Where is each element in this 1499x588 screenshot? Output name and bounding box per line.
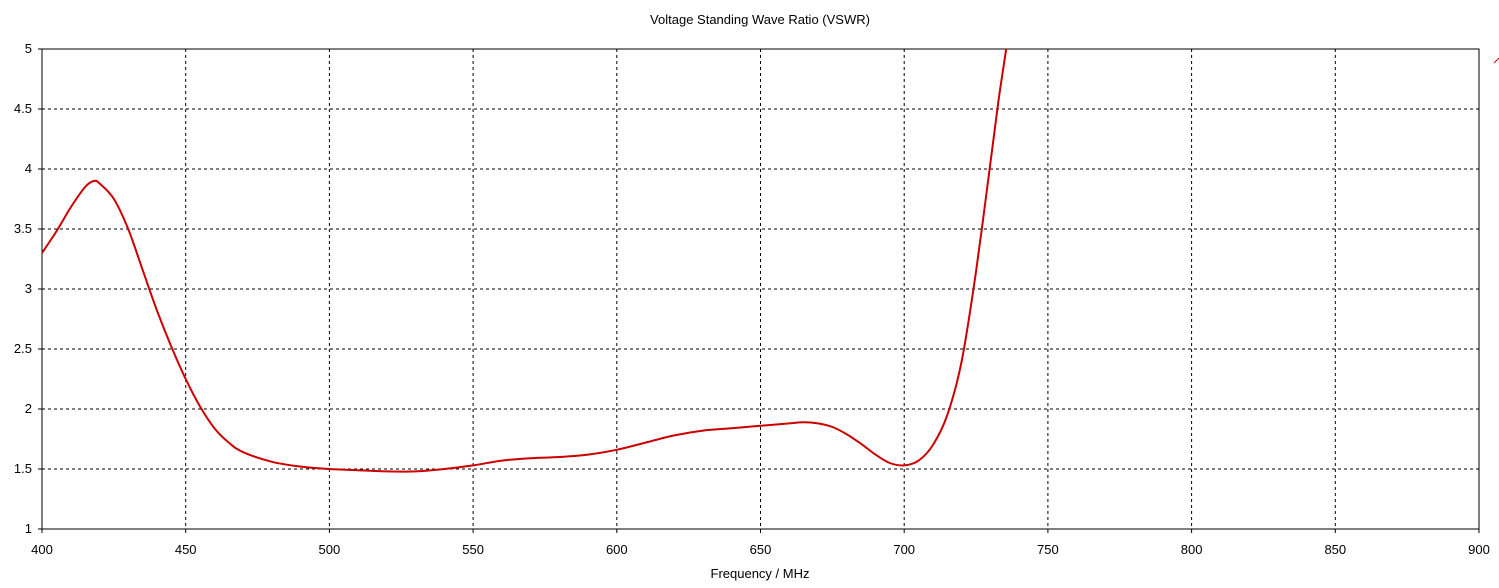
x-tick-label: 500 (319, 542, 341, 557)
y-tick-label: 4.5 (14, 101, 32, 116)
x-axis-ticks: 400 450 500 550 600 650 700 750 800 850 900 (31, 529, 1490, 557)
x-tick-label: 400 (31, 542, 53, 557)
series-layer (41, 48, 1008, 473)
y-tick-label: 2.5 (14, 341, 32, 356)
y-tick-label: 5 (25, 41, 32, 56)
x-tick-label: 450 (175, 542, 197, 557)
x-tick-label: 800 (1181, 542, 1203, 557)
x-axis-label: Frequency / MHz (711, 566, 810, 581)
y-tick-label: 1.5 (14, 461, 32, 476)
y-tick-label: 2 (25, 401, 32, 416)
y-axis-ticks: 1 1.5 2 2.5 3 3.5 4 4.5 5 (14, 41, 42, 536)
y-tick-label: 4 (25, 161, 32, 176)
vswr-series-line (41, 48, 1008, 473)
x-tick-label: 750 (1037, 542, 1059, 557)
x-tick-label: 600 (606, 542, 628, 557)
y-tick-label: 3 (25, 281, 32, 296)
x-tick-label: 850 (1324, 542, 1346, 557)
x-tick-label: 550 (462, 542, 484, 557)
chart-title: Voltage Standing Wave Ratio (VSWR) (650, 12, 870, 27)
clipped-curve-fragment (1493, 57, 1499, 64)
x-tick-label: 650 (750, 542, 772, 557)
x-tick-label: 700 (893, 542, 915, 557)
grid-lines (42, 49, 1479, 529)
y-tick-label: 3.5 (14, 221, 32, 236)
y-tick-label: 1 (25, 521, 32, 536)
x-tick-label: 900 (1468, 542, 1490, 557)
